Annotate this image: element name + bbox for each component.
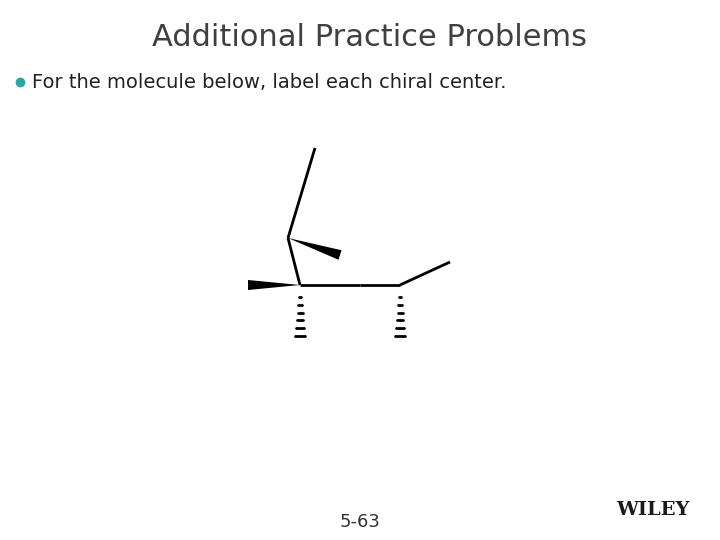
Polygon shape: [288, 238, 341, 260]
Text: WILEY: WILEY: [616, 501, 690, 519]
Polygon shape: [248, 280, 300, 290]
Text: For the molecule below, label each chiral center.: For the molecule below, label each chira…: [32, 72, 506, 91]
Text: Additional Practice Problems: Additional Practice Problems: [153, 24, 588, 52]
Text: 5-63: 5-63: [340, 513, 380, 531]
